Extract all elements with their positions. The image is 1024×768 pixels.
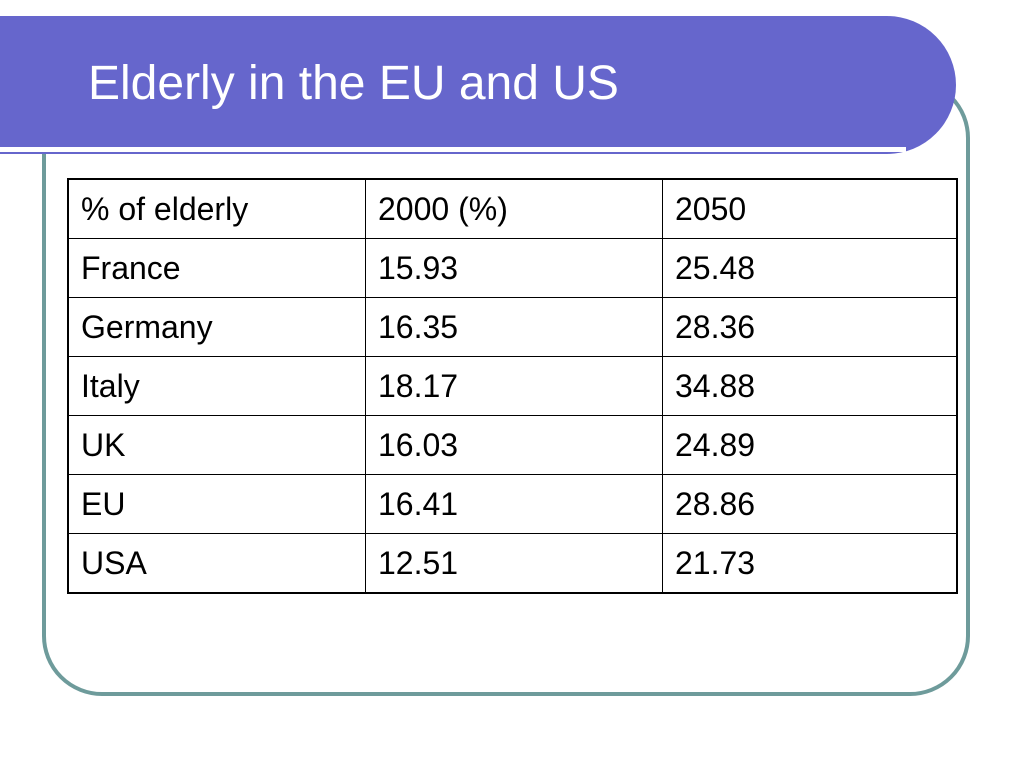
table-row: France 15.93 25.48 bbox=[67, 238, 958, 298]
slide-title: Elderly in the EU and US bbox=[88, 57, 619, 110]
header-cell: 2000 (%) bbox=[365, 178, 663, 239]
value-2000-cell: 16.35 bbox=[365, 297, 663, 357]
country-cell: UK bbox=[67, 415, 366, 475]
title-bar bbox=[0, 16, 956, 154]
header-cell: % of elderly bbox=[67, 178, 366, 239]
data-table: % of elderly 2000 (%) 2050 France 15.93 … bbox=[67, 178, 958, 594]
value-2050-cell: 28.36 bbox=[662, 297, 958, 357]
value-2000-cell: 16.03 bbox=[365, 415, 663, 475]
table-row: EU 16.41 28.86 bbox=[67, 474, 958, 534]
value-2000-cell: 12.51 bbox=[365, 533, 663, 594]
table-row: Italy 18.17 34.88 bbox=[67, 356, 958, 416]
header-cell: 2050 bbox=[662, 178, 958, 239]
table-row: UK 16.03 24.89 bbox=[67, 415, 958, 475]
value-2000-cell: 16.41 bbox=[365, 474, 663, 534]
value-2050-cell: 34.88 bbox=[662, 356, 958, 416]
value-2050-cell: 25.48 bbox=[662, 238, 958, 298]
value-2050-cell: 21.73 bbox=[662, 533, 958, 594]
value-2000-cell: 15.93 bbox=[365, 238, 663, 298]
country-cell: EU bbox=[67, 474, 366, 534]
title-underline bbox=[0, 147, 906, 152]
country-cell: Italy bbox=[67, 356, 366, 416]
table-header-row: % of elderly 2000 (%) 2050 bbox=[67, 178, 958, 239]
country-cell: France bbox=[67, 238, 366, 298]
value-2050-cell: 28.86 bbox=[662, 474, 958, 534]
country-cell: Germany bbox=[67, 297, 366, 357]
value-2050-cell: 24.89 bbox=[662, 415, 958, 475]
country-cell: USA bbox=[67, 533, 366, 594]
table-row: Germany 16.35 28.36 bbox=[67, 297, 958, 357]
value-2000-cell: 18.17 bbox=[365, 356, 663, 416]
table-row: USA 12.51 21.73 bbox=[67, 533, 958, 594]
